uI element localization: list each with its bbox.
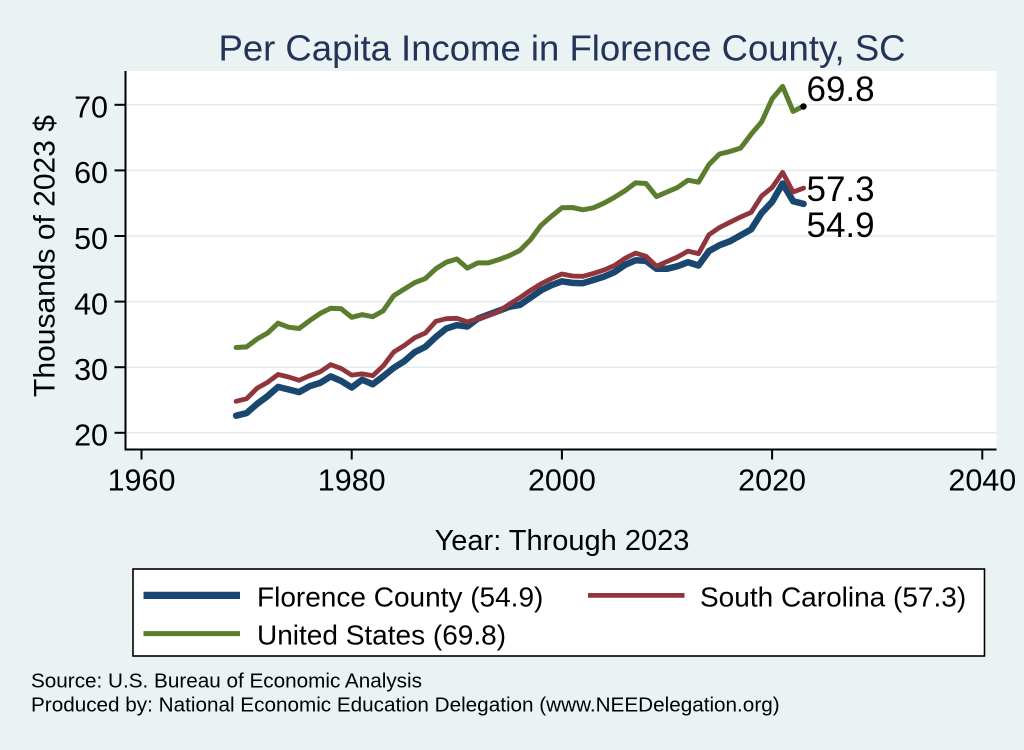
svg-text:60: 60 <box>74 156 108 190</box>
svg-text:Per Capita Income in Florence: Per Capita Income in Florence County, SC <box>218 28 905 69</box>
svg-text:69.8: 69.8 <box>807 70 875 109</box>
svg-text:40: 40 <box>74 287 108 321</box>
svg-text:2000: 2000 <box>528 463 596 497</box>
svg-text:20: 20 <box>74 419 108 453</box>
svg-text:2020: 2020 <box>738 463 806 497</box>
svg-text:United States (69.8): United States (69.8) <box>257 620 506 651</box>
svg-text:Florence County (54.9): Florence County (54.9) <box>257 581 543 612</box>
svg-text:30: 30 <box>74 353 108 387</box>
svg-text:70: 70 <box>74 91 108 125</box>
svg-text:Thousands of 2023 $: Thousands of 2023 $ <box>29 115 62 397</box>
svg-text:54.9: 54.9 <box>807 206 875 245</box>
svg-text:50: 50 <box>74 222 108 256</box>
svg-text:Produced by: National Economic: Produced by: National Economic Education… <box>31 693 780 716</box>
svg-text:1980: 1980 <box>318 463 386 497</box>
svg-text:Source: U.S. Bureau of Economi: Source: U.S. Bureau of Economic Analysis <box>31 669 422 692</box>
svg-text:Year: Through 2023: Year: Through 2023 <box>435 525 690 557</box>
svg-text:South Carolina (57.3): South Carolina (57.3) <box>700 581 966 612</box>
svg-text:57.3: 57.3 <box>807 170 875 209</box>
svg-text:2040: 2040 <box>948 463 1016 497</box>
svg-text:1960: 1960 <box>108 463 176 497</box>
